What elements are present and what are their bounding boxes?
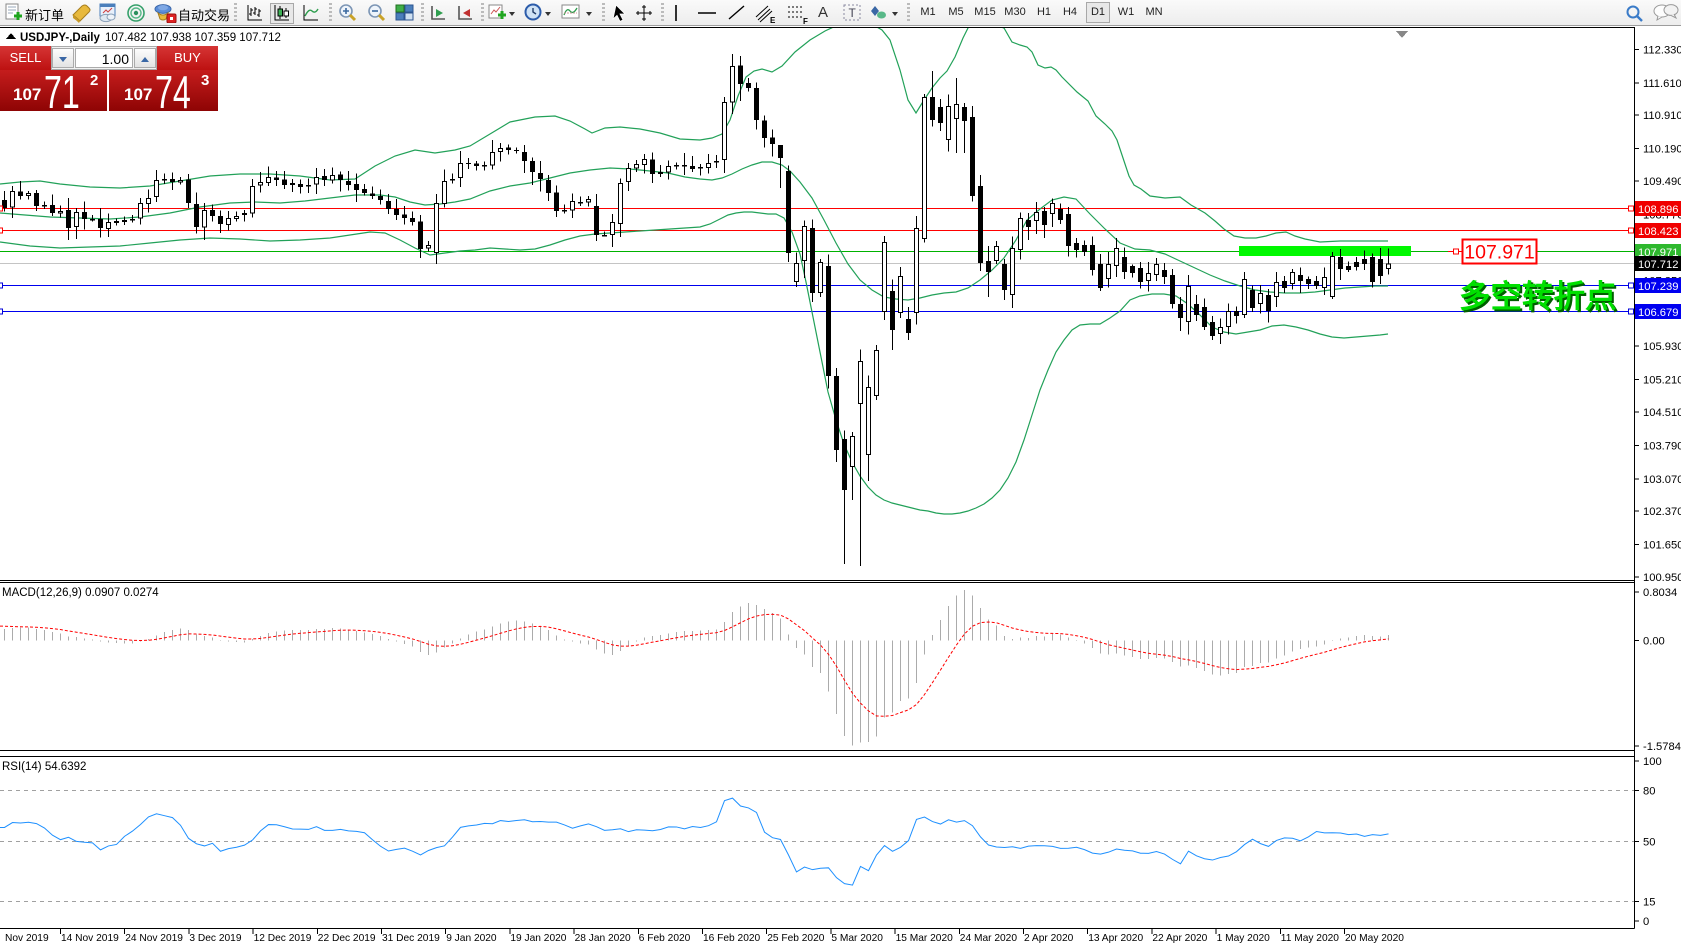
svg-text:MACD(12,26,9) 0.0907 0.0274: MACD(12,26,9) 0.0907 0.0274 — [2, 587, 159, 599]
svg-text:25 Feb 2020: 25 Feb 2020 — [767, 933, 825, 944]
svg-text:19 Jan 2020: 19 Jan 2020 — [510, 933, 566, 944]
svg-text:0: 0 — [1643, 916, 1649, 928]
svg-text:2 Apr 2020: 2 Apr 2020 — [1024, 933, 1074, 944]
svg-text:F: F — [803, 17, 808, 25]
svg-text:0.00: 0.00 — [1643, 636, 1665, 648]
svg-text:1 May 2020: 1 May 2020 — [1217, 933, 1271, 944]
svg-text:50: 50 — [1643, 837, 1655, 849]
svg-text:22 Apr 2020: 22 Apr 2020 — [1152, 933, 1207, 944]
svg-text:109.490: 109.490 — [1643, 176, 1681, 188]
svg-text:100.950: 100.950 — [1643, 572, 1681, 584]
svg-text:22 Dec 2019: 22 Dec 2019 — [318, 933, 376, 944]
svg-text:104.510: 104.510 — [1643, 407, 1681, 419]
svg-text:E: E — [770, 16, 776, 25]
svg-text:13 Apr 2020: 13 Apr 2020 — [1088, 933, 1143, 944]
svg-text:6 Feb 2020: 6 Feb 2020 — [639, 933, 691, 944]
svg-text:24 Mar 2020: 24 Mar 2020 — [960, 933, 1018, 944]
svg-text:20 May 2020: 20 May 2020 — [1345, 933, 1404, 944]
svg-text:111.610: 111.610 — [1643, 78, 1681, 90]
svg-text:103.790: 103.790 — [1643, 440, 1681, 452]
svg-text:105.930: 105.930 — [1643, 341, 1681, 353]
svg-text:3 Dec 2019: 3 Dec 2019 — [189, 933, 241, 944]
svg-text:110.190: 110.190 — [1643, 144, 1681, 156]
svg-text:107.482 107.938 107.359 107.71: 107.482 107.938 107.359 107.712 — [105, 32, 281, 44]
svg-text:107.712: 107.712 — [1638, 259, 1678, 271]
svg-text:102.370: 102.370 — [1643, 506, 1681, 518]
svg-text:T: T — [849, 6, 857, 20]
svg-text:103.070: 103.070 — [1643, 474, 1681, 486]
svg-text:107.971: 107.971 — [1464, 242, 1535, 264]
svg-text:110.910: 110.910 — [1643, 110, 1681, 122]
svg-text:24 Nov 2019: 24 Nov 2019 — [125, 933, 183, 944]
svg-text:RSI(14) 54.6392: RSI(14) 54.6392 — [2, 761, 86, 773]
svg-text:11 May 2020: 11 May 2020 — [1281, 933, 1339, 944]
svg-text:107.239: 107.239 — [1638, 281, 1678, 293]
svg-text:80: 80 — [1643, 786, 1655, 798]
svg-text:101.650: 101.650 — [1643, 540, 1681, 552]
svg-text:多空转折点: 多空转折点 — [1459, 278, 1617, 314]
svg-text:14 Nov 2019: 14 Nov 2019 — [61, 933, 119, 944]
svg-text:108.896: 108.896 — [1638, 204, 1678, 216]
svg-text:9 Jan 2020: 9 Jan 2020 — [446, 933, 497, 944]
svg-text:5 Mar 2020: 5 Mar 2020 — [831, 933, 883, 944]
svg-text:105.210: 105.210 — [1643, 375, 1681, 387]
svg-text:28 Jan 2020: 28 Jan 2020 — [575, 933, 631, 944]
svg-text:106.679: 106.679 — [1638, 307, 1678, 319]
svg-text:Nov 2019: Nov 2019 — [5, 933, 49, 944]
svg-text:USDJPY-,Daily: USDJPY-,Daily — [20, 32, 100, 44]
svg-text:100: 100 — [1643, 756, 1662, 768]
svg-text:多空转折点: 多空转折点 — [1461, 280, 1619, 316]
svg-text:12 Dec 2019: 12 Dec 2019 — [254, 933, 312, 944]
svg-text:15: 15 — [1643, 897, 1655, 909]
svg-text:0.8034: 0.8034 — [1643, 587, 1677, 599]
svg-text:16 Feb 2020: 16 Feb 2020 — [703, 933, 761, 944]
svg-text:-1.5784: -1.5784 — [1643, 741, 1681, 753]
svg-text:31 Dec 2019: 31 Dec 2019 — [382, 933, 440, 944]
svg-text:15 Mar 2020: 15 Mar 2020 — [896, 933, 954, 944]
svg-text:112.330: 112.330 — [1643, 44, 1681, 56]
svg-text:108.423: 108.423 — [1638, 226, 1678, 238]
